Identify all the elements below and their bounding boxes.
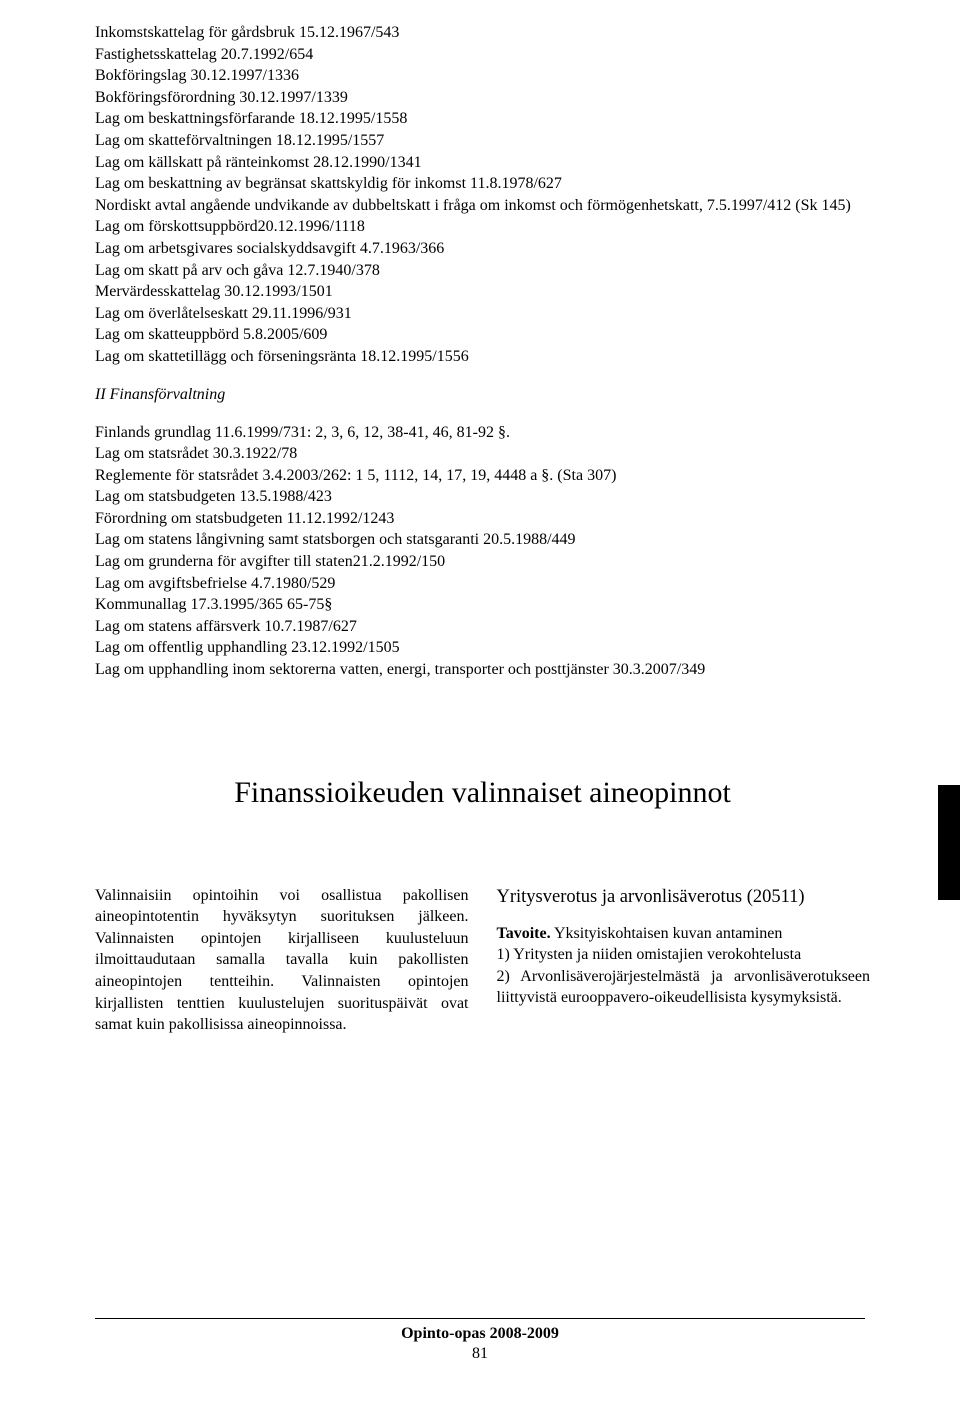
law-entry: Lag om skatt på arv och gåva 12.7.1940/3… [95, 260, 870, 282]
right-goal-line: Tavoite. Yksityiskohtaisen kuvan antamin… [497, 923, 871, 945]
law-entry: Lag om skatteförvaltningen 18.12.1995/15… [95, 130, 870, 152]
law-entry: Lag om statsrådet 30.3.1922/78 [95, 443, 870, 465]
law-entry: Lag om förskottsuppbörd20.12.1996/1118 [95, 216, 870, 238]
right-column-title: Yritysverotus ja arvonlisäverotus (20511… [497, 885, 871, 909]
law-entry: Lag om överlåtelseskatt 29.11.1996/931 [95, 303, 870, 325]
footer-page-number: 81 [0, 1345, 960, 1363]
law-entry: Lag om statens långivning samt statsborg… [95, 529, 870, 551]
law-entry: Lag om upphandling inom sektorerna vatte… [95, 659, 870, 681]
law-entry: Bokföringsförordning 30.12.1997/1339 [95, 87, 870, 109]
law-entry: Lag om offentlig upphandling 23.12.1992/… [95, 637, 870, 659]
law-entry: Lag om beskattningsförfarande 18.12.1995… [95, 108, 870, 130]
law-entry: Reglemente för statsrådet 3.4.2003/262: … [95, 465, 870, 487]
left-column: Valinnaisiin opintoihin voi osallistua p… [95, 885, 469, 1036]
two-column-layout: Valinnaisiin opintoihin voi osallistua p… [95, 885, 870, 1036]
law-entry: Nordiskt avtal angående undvikande av du… [95, 195, 870, 217]
right-item-2: 2) Arvonlisäverojärjestelmästä ja arvonl… [497, 966, 871, 1009]
law-entry: Lag om grunderna för avgifter till state… [95, 551, 870, 573]
footer-title: Opinto-opas 2008-2009 [0, 1325, 960, 1343]
law-entry: Bokföringslag 30.12.1997/1336 [95, 65, 870, 87]
law-entry: Inkomstskattelag för gårdsbruk 15.12.196… [95, 22, 870, 44]
law-list-section-2: Finlands grundlag 11.6.1999/731: 2, 3, 6… [95, 422, 870, 681]
law-entry: Lag om beskattning av begränsat skattsky… [95, 173, 870, 195]
right-item-1: 1) Yritysten ja niiden omistajien veroko… [497, 944, 871, 966]
left-paragraph: Valinnaisiin opintoihin voi osallistua p… [95, 885, 469, 1036]
goal-label: Tavoite. [497, 925, 551, 942]
law-entry: Lag om skattetillägg och förseningsränta… [95, 346, 870, 368]
law-entry: Lag om arbetsgivares socialskyddsavgift … [95, 238, 870, 260]
law-list-section-1: Inkomstskattelag för gårdsbruk 15.12.196… [95, 22, 870, 368]
document-page: Inkomstskattelag för gårdsbruk 15.12.196… [0, 0, 960, 1401]
right-column: Yritysverotus ja arvonlisäverotus (20511… [497, 885, 871, 1036]
law-entry: Lag om statens affärsverk 10.7.1987/627 [95, 616, 870, 638]
law-entry: Lag om statsbudgeten 13.5.1988/423 [95, 486, 870, 508]
law-entry: Lag om avgiftsbefrielse 4.7.1980/529 [95, 573, 870, 595]
section-2-header: II Finansförvaltning [95, 386, 870, 404]
main-title: Finanssioikeuden valinnaiset aineopinnot [95, 776, 870, 810]
law-entry: Finlands grundlag 11.6.1999/731: 2, 3, 6… [95, 422, 870, 444]
law-entry: Lag om skatteuppbörd 5.8.2005/609 [95, 324, 870, 346]
law-entry: Förordning om statsbudgeten 11.12.1992/1… [95, 508, 870, 530]
law-entry: Mervärdesskattelag 30.12.1993/1501 [95, 281, 870, 303]
page-edge-tab [938, 785, 960, 900]
law-entry: Fastighetsskattelag 20.7.1992/654 [95, 44, 870, 66]
page-footer: Opinto-opas 2008-2009 81 [0, 1318, 960, 1363]
footer-divider [95, 1318, 865, 1319]
goal-text: Yksityiskohtaisen kuvan antaminen [551, 925, 783, 942]
law-entry: Kommunallag 17.3.1995/365 65-75§ [95, 594, 870, 616]
law-entry: Lag om källskatt på ränteinkomst 28.12.1… [95, 152, 870, 174]
